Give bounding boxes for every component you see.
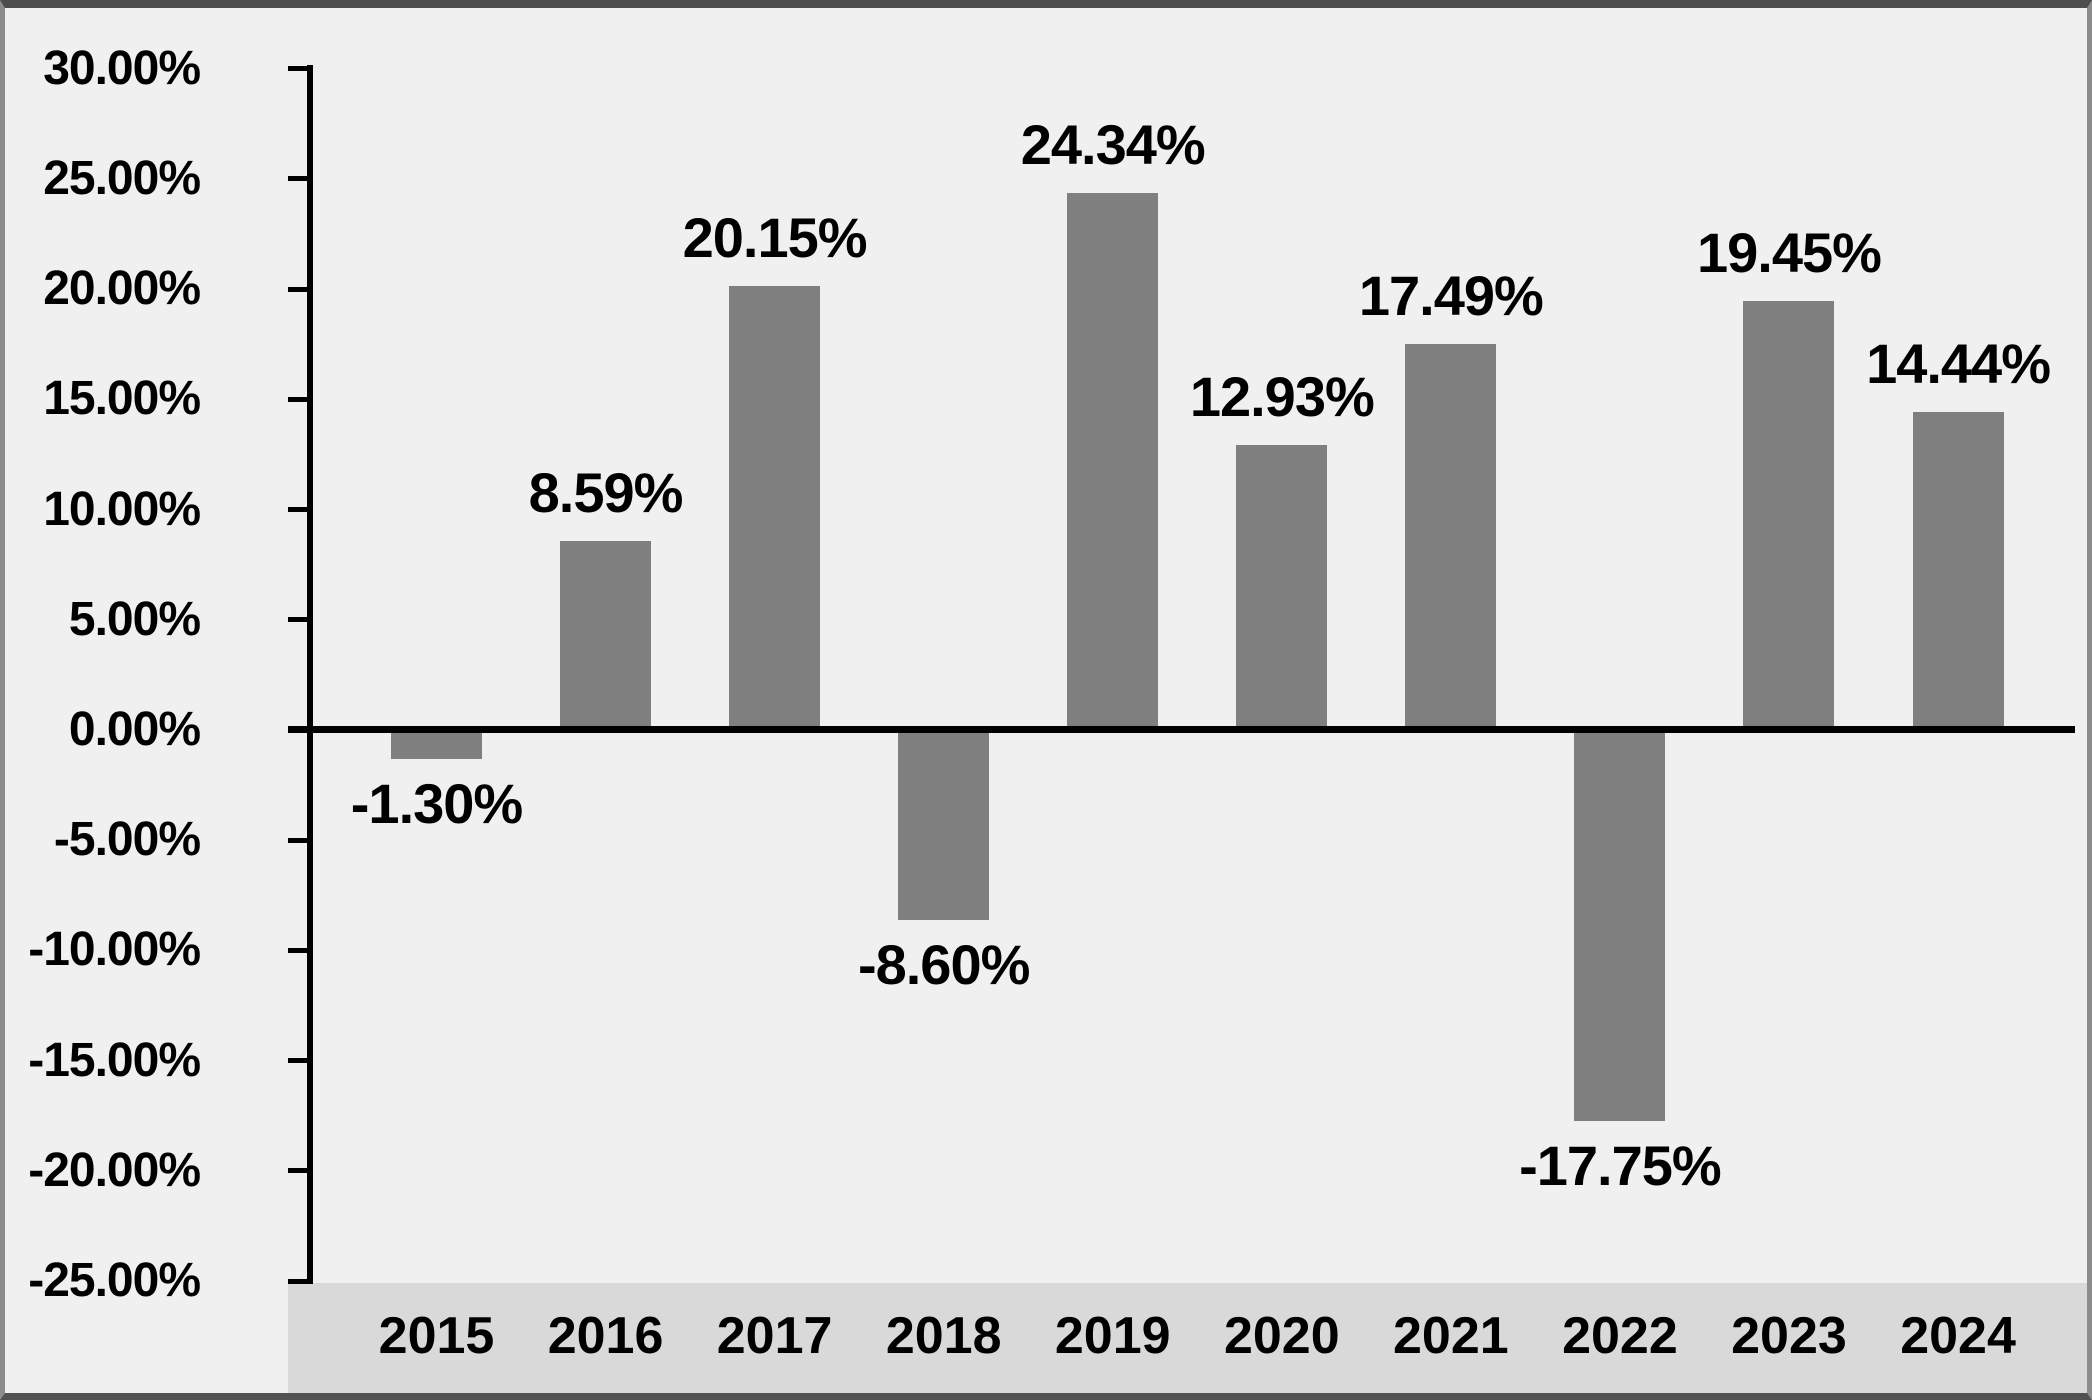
bar-2015 [391, 730, 482, 759]
bar-2023 [1743, 301, 1835, 730]
data-label-2018: -8.60% [857, 932, 1030, 996]
year-label-2021: 2021 [1393, 1307, 1509, 1365]
y-axis-tick [288, 1278, 313, 1284]
y-axis-tick-label: 15.00% [43, 372, 201, 426]
y-axis-tick [288, 1058, 313, 1064]
data-label-2021: 17.49% [1358, 264, 1544, 328]
year-label-2017: 2017 [716, 1307, 833, 1365]
y-axis-tick-label: -10.00% [28, 923, 201, 977]
bar-2022 [1574, 730, 1666, 1122]
y-axis-line [307, 65, 313, 1284]
year-label-2024: 2024 [1900, 1307, 2016, 1365]
y-axis-tick-label: -20.00% [28, 1143, 201, 1197]
year-label-2023: 2023 [1731, 1307, 1847, 1365]
y-axis-tick [288, 176, 313, 182]
zero-baseline [288, 726, 2075, 733]
year-label-2018: 2018 [885, 1307, 1002, 1365]
x-axis-category-band [288, 1283, 2087, 1393]
bar-2021 [1405, 344, 1497, 730]
bar-2019 [1067, 193, 1159, 730]
year-label-2020: 2020 [1223, 1307, 1340, 1365]
y-axis-tick-label: -15.00% [28, 1033, 201, 1087]
year-label-2019: 2019 [1054, 1307, 1171, 1365]
year-label-2015: 2015 [378, 1307, 495, 1365]
data-label-2017: 20.15% [682, 205, 868, 269]
data-label-2023: 19.45% [1697, 221, 1882, 285]
bar-2017 [729, 285, 821, 730]
bar-2024 [1912, 411, 2004, 730]
year-label-2016: 2016 [547, 1307, 664, 1365]
y-axis-tick-label: 30.00% [43, 41, 201, 95]
y-axis-tick-label: 5.00% [68, 592, 201, 646]
y-axis-tick [288, 396, 313, 402]
y-axis-tick-label: -25.00% [28, 1254, 201, 1308]
bar-2020 [1236, 444, 1328, 730]
data-label-2016: 8.59% [528, 460, 684, 524]
data-label-2020: 12.93% [1189, 364, 1375, 428]
plot-background [5, 8, 2087, 1393]
y-axis-tick [288, 837, 313, 843]
y-axis-tick-label: 25.00% [43, 151, 201, 205]
year-label-2022: 2022 [1562, 1307, 1678, 1365]
data-label-2024: 14.44% [1866, 331, 2051, 395]
y-axis-tick [288, 617, 313, 623]
data-label-2022: -17.75% [1519, 1134, 1722, 1198]
y-axis-tick-label: 20.00% [43, 262, 201, 316]
y-axis-tick [288, 66, 313, 72]
y-axis-tick-label: 0.00% [68, 703, 201, 756]
y-axis-tick-label: -5.00% [53, 813, 201, 867]
y-axis-tick [288, 507, 313, 513]
data-label-2019: 24.34% [1020, 113, 1206, 177]
y-axis-tick [288, 1168, 313, 1174]
y-axis-tick [288, 947, 313, 953]
y-axis-tick-label: 10.00% [43, 482, 201, 536]
bar-2016 [560, 540, 652, 730]
y-axis-tick [288, 286, 313, 292]
data-label-2015: -1.30% [350, 771, 523, 835]
bar-2018 [898, 730, 990, 920]
